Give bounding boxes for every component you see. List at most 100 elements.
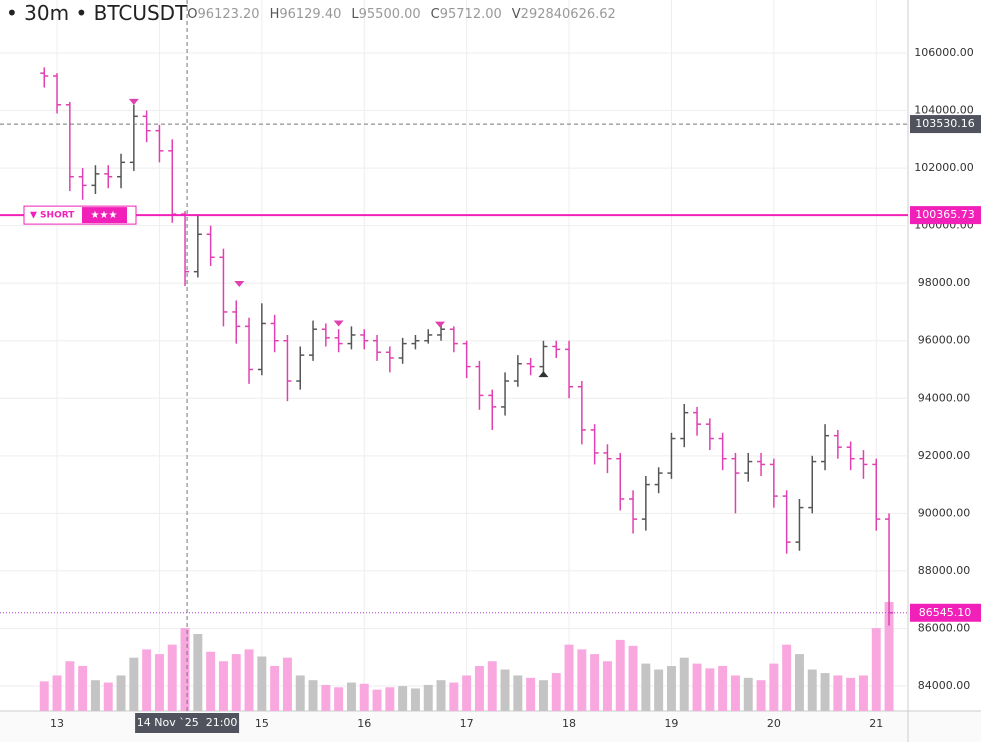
volume-bar [180, 628, 190, 711]
volume-bar [743, 677, 753, 711]
volume-bar [602, 661, 612, 711]
volume-bar [449, 682, 459, 711]
volume-bar [308, 680, 318, 711]
last-price-label: 86545.10 [919, 606, 972, 619]
volume-bar [154, 654, 164, 711]
volume-bar [218, 661, 228, 711]
volume-bar [756, 680, 766, 711]
volume-bar [705, 668, 715, 711]
volume-bar [551, 673, 561, 711]
volume-bar [871, 628, 881, 711]
volume-bar [359, 683, 369, 711]
volume-bar [410, 688, 420, 711]
volume-bar [846, 677, 856, 711]
field-value: 96129.40 [279, 7, 341, 22]
volume-bar [167, 644, 177, 711]
interval: 30m [24, 1, 69, 25]
signal-marker [435, 321, 446, 328]
volume-bar [641, 663, 651, 711]
signal-marker [128, 98, 139, 105]
y-tick-label: 94000.00 [918, 391, 971, 404]
bullet: • [6, 1, 18, 25]
signal-tag [910, 206, 981, 225]
volume-bar [334, 687, 344, 711]
crosshair-time: 14 Nov `25 21:00 [137, 716, 238, 729]
header: • 30m • BTCUSDTO96123.20 H96129.40 L95500.… [6, 1, 616, 25]
volume-bar [679, 657, 689, 711]
volume-bar [321, 684, 331, 711]
volume-bar [782, 644, 792, 711]
volume-bar [116, 675, 126, 711]
volume-bar [577, 649, 587, 711]
volume-bar [628, 645, 638, 711]
volume-bar [257, 656, 267, 711]
volume-bar [103, 682, 113, 711]
field-key: L [351, 7, 359, 22]
volume-bar [385, 687, 395, 711]
volume-bar [730, 675, 740, 711]
volume-bar [346, 682, 356, 711]
volume-bar [666, 665, 676, 711]
volume-bar [858, 675, 868, 711]
y-tick-label: 84000.00 [918, 679, 971, 692]
x-tick-label: 20 [767, 717, 781, 730]
volume-bar [794, 654, 804, 711]
x-tick-label: 17 [460, 717, 474, 730]
volume-bar [820, 673, 830, 711]
volume-bar [590, 654, 600, 711]
signal-price: 100365.73 [915, 208, 975, 221]
signal-marker [234, 281, 245, 288]
volume-bar [39, 681, 49, 711]
volume-bar [129, 657, 139, 711]
x-tick-label: 16 [357, 717, 371, 730]
crosshair-time-tag [135, 713, 240, 733]
symbol: BTCUSDT [94, 1, 188, 25]
field-value: 292840626.62 [521, 7, 616, 22]
field-value: 95500.00 [359, 7, 421, 22]
volume-bar [718, 665, 728, 711]
volume-bar [513, 675, 523, 711]
volume-bar [423, 684, 433, 711]
volume-bar [884, 601, 894, 711]
field-key: V [512, 7, 521, 22]
volume-bar [487, 661, 497, 711]
volume-bar [500, 669, 510, 711]
volume-bar [295, 675, 305, 711]
signal-rating: ★★★ [91, 210, 118, 221]
y-tick-label: 102000.00 [914, 161, 974, 174]
y-tick-label: 92000.00 [918, 449, 971, 462]
crosshair-price: 103530.16 [915, 117, 975, 130]
volume-bar [78, 665, 88, 711]
volume-bar [372, 689, 382, 711]
last-price-tag [910, 603, 981, 622]
volume-bar [769, 663, 779, 711]
volume-bar [206, 651, 216, 711]
signal-rating-bg [82, 207, 127, 224]
field-value: 95712.00 [440, 7, 502, 22]
volume-bar [90, 680, 100, 711]
y-tick-label: 106000.00 [914, 46, 974, 59]
field-key: O [187, 7, 197, 22]
ohlcv: O96123.20 H96129.40 L95500.00 C95712.00 V292… [187, 7, 616, 22]
y-tick-label: 90000.00 [918, 506, 971, 519]
volume-bar [282, 657, 292, 711]
x-tick-label: 15 [255, 717, 269, 730]
x-tick-label: 13 [50, 717, 64, 730]
volume-bar [833, 675, 843, 711]
bullet: • [75, 1, 87, 25]
field-value: 96123.20 [198, 7, 260, 22]
y-tick-label: 98000.00 [918, 276, 971, 289]
volume-bar [270, 665, 280, 711]
plot: ▼ SHORT ★★★ [0, 0, 908, 711]
y-tick-label: 104000.00 [914, 104, 974, 117]
volume-bar [193, 633, 203, 711]
volume-bar [462, 675, 472, 711]
signal-marker [333, 320, 344, 327]
volume-bar [142, 649, 152, 711]
x-tick-label: 19 [664, 717, 678, 730]
y-tick-label: 96000.00 [918, 334, 971, 347]
volume-bar [692, 663, 702, 711]
field-key: C [431, 7, 440, 22]
x-tick-label: 21 [869, 717, 883, 730]
field-key: H [270, 7, 280, 22]
